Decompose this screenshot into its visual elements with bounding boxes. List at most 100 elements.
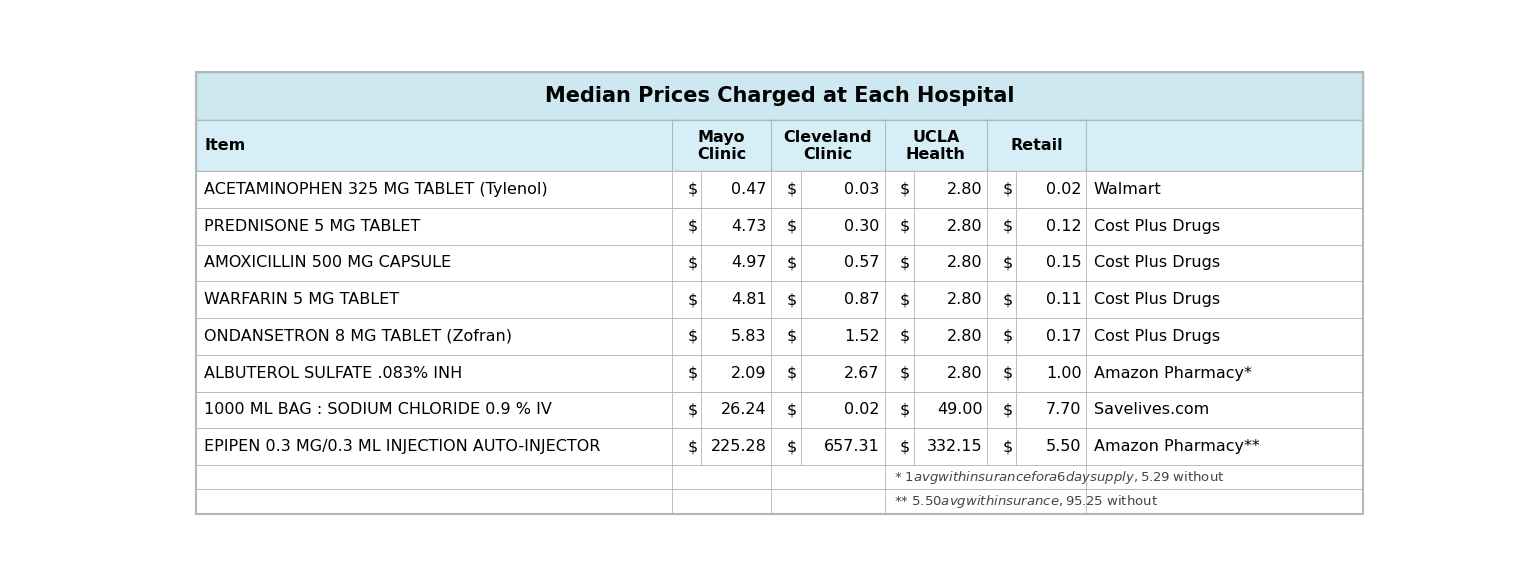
Text: Amazon Pharmacy*: Amazon Pharmacy* <box>1094 365 1252 380</box>
Bar <box>196 72 1363 121</box>
Text: 2.09: 2.09 <box>732 365 767 380</box>
Text: $: $ <box>900 439 910 454</box>
Text: 0.30: 0.30 <box>844 219 879 234</box>
Text: 0.02: 0.02 <box>844 403 879 418</box>
Text: $: $ <box>687 255 698 270</box>
Text: $: $ <box>786 365 797 380</box>
Bar <box>196 245 1363 281</box>
Text: $: $ <box>687 219 698 234</box>
Text: 4.73: 4.73 <box>732 219 767 234</box>
Text: Cleveland
Clinic: Cleveland Clinic <box>783 129 872 162</box>
Text: $: $ <box>786 403 797 418</box>
Text: Cost Plus Drugs: Cost Plus Drugs <box>1094 219 1220 234</box>
Text: 0.12: 0.12 <box>1046 219 1081 234</box>
Text: Mayo
Clinic: Mayo Clinic <box>697 129 747 162</box>
Text: $: $ <box>1002 219 1013 234</box>
Bar <box>196 465 1363 490</box>
Text: $: $ <box>900 403 910 418</box>
Text: $: $ <box>786 439 797 454</box>
Text: $: $ <box>1002 255 1013 270</box>
Text: 26.24: 26.24 <box>721 403 767 418</box>
Text: 5.50: 5.50 <box>1046 439 1081 454</box>
Text: 0.17: 0.17 <box>1046 329 1081 344</box>
Text: 0.11: 0.11 <box>1046 292 1081 307</box>
Text: $: $ <box>687 182 698 197</box>
Text: 2.80: 2.80 <box>948 182 983 197</box>
Text: ** $5.50 avg with insurance, $95.25 without: ** $5.50 avg with insurance, $95.25 with… <box>894 493 1157 510</box>
Text: Walmart: Walmart <box>1094 182 1161 197</box>
Text: 2.80: 2.80 <box>948 292 983 307</box>
Text: 1.00: 1.00 <box>1046 365 1081 380</box>
Text: Cost Plus Drugs: Cost Plus Drugs <box>1094 255 1220 270</box>
Text: 4.81: 4.81 <box>732 292 767 307</box>
Text: 225.28: 225.28 <box>710 439 767 454</box>
Text: $: $ <box>1002 403 1013 418</box>
Text: ALBUTEROL SULFATE .083% INH: ALBUTEROL SULFATE .083% INH <box>204 365 462 380</box>
Text: Item: Item <box>204 138 245 153</box>
Text: 2.80: 2.80 <box>948 219 983 234</box>
Text: $: $ <box>687 329 698 344</box>
Text: $: $ <box>687 439 698 454</box>
Bar <box>196 428 1363 465</box>
Bar <box>196 355 1363 392</box>
Text: 2.80: 2.80 <box>948 329 983 344</box>
Text: $: $ <box>1002 182 1013 197</box>
Text: Cost Plus Drugs: Cost Plus Drugs <box>1094 329 1220 344</box>
Text: Median Prices Charged at Each Hospital: Median Prices Charged at Each Hospital <box>545 86 1015 106</box>
Text: Retail: Retail <box>1010 138 1063 153</box>
Text: $: $ <box>900 329 910 344</box>
Text: EPIPEN 0.3 MG/0.3 ML INJECTION AUTO-INJECTOR: EPIPEN 0.3 MG/0.3 ML INJECTION AUTO-INJE… <box>204 439 601 454</box>
Text: $: $ <box>900 219 910 234</box>
Text: $: $ <box>900 182 910 197</box>
Text: 4.97: 4.97 <box>732 255 767 270</box>
Text: $: $ <box>687 403 698 418</box>
Text: $: $ <box>1002 439 1013 454</box>
Text: $: $ <box>786 219 797 234</box>
Text: Cost Plus Drugs: Cost Plus Drugs <box>1094 292 1220 307</box>
Text: Amazon Pharmacy**: Amazon Pharmacy** <box>1094 439 1259 454</box>
Text: 0.57: 0.57 <box>844 255 879 270</box>
Text: 1.52: 1.52 <box>844 329 879 344</box>
Text: 2.67: 2.67 <box>844 365 879 380</box>
Text: $: $ <box>786 255 797 270</box>
Text: $: $ <box>687 365 698 380</box>
Text: $: $ <box>900 292 910 307</box>
Text: $: $ <box>1002 329 1013 344</box>
Text: $: $ <box>786 182 797 197</box>
Text: 49.00: 49.00 <box>937 403 983 418</box>
Text: $: $ <box>1002 365 1013 380</box>
Text: WARFARIN 5 MG TABLET: WARFARIN 5 MG TABLET <box>204 292 400 307</box>
Text: 0.47: 0.47 <box>732 182 767 197</box>
Text: $: $ <box>786 292 797 307</box>
Text: 0.02: 0.02 <box>1046 182 1081 197</box>
Bar <box>196 208 1363 245</box>
Text: 0.15: 0.15 <box>1046 255 1081 270</box>
Text: $: $ <box>900 365 910 380</box>
Bar <box>196 121 1363 171</box>
Text: * $1 avg with insurance for a 6 day supply, $5.29 without: * $1 avg with insurance for a 6 day supp… <box>894 469 1224 485</box>
Text: ACETAMINOPHEN 325 MG TABLET (Tylenol): ACETAMINOPHEN 325 MG TABLET (Tylenol) <box>204 182 548 197</box>
Bar <box>196 490 1363 514</box>
Bar <box>196 281 1363 318</box>
Bar <box>196 318 1363 355</box>
Text: UCLA
Health: UCLA Health <box>907 129 966 162</box>
Text: AMOXICILLIN 500 MG CAPSULE: AMOXICILLIN 500 MG CAPSULE <box>204 255 452 270</box>
Text: 5.83: 5.83 <box>732 329 767 344</box>
Text: $: $ <box>1002 292 1013 307</box>
Text: 2.80: 2.80 <box>948 255 983 270</box>
Text: 657.31: 657.31 <box>824 439 879 454</box>
Text: ONDANSETRON 8 MG TABLET (Zofran): ONDANSETRON 8 MG TABLET (Zofran) <box>204 329 513 344</box>
Text: PREDNISONE 5 MG TABLET: PREDNISONE 5 MG TABLET <box>204 219 420 234</box>
Text: $: $ <box>786 329 797 344</box>
Text: 332.15: 332.15 <box>926 439 983 454</box>
Text: 2.80: 2.80 <box>948 365 983 380</box>
Bar <box>196 171 1363 208</box>
Text: 7.70: 7.70 <box>1046 403 1081 418</box>
Text: 0.03: 0.03 <box>844 182 879 197</box>
Text: 1000 ML BAG : SODIUM CHLORIDE 0.9 % IV: 1000 ML BAG : SODIUM CHLORIDE 0.9 % IV <box>204 403 552 418</box>
Text: Savelives.com: Savelives.com <box>1094 403 1209 418</box>
Text: $: $ <box>687 292 698 307</box>
Text: $: $ <box>900 255 910 270</box>
Bar <box>196 392 1363 428</box>
Text: 0.87: 0.87 <box>844 292 879 307</box>
